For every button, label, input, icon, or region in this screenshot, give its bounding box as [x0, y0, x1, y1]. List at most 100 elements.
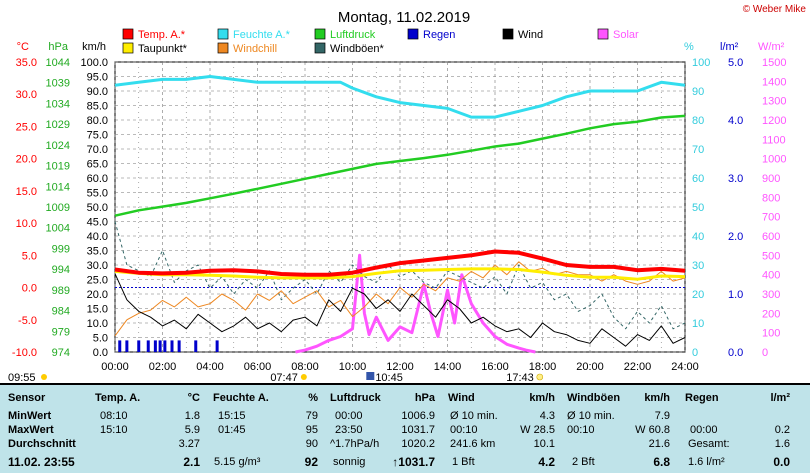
rain-bar [153, 340, 157, 352]
temp-tick-label: -5.0 [18, 315, 37, 327]
plot-area [114, 75, 686, 354]
min-gust-time: Ø 10 min. [567, 410, 615, 422]
legend-swatch [122, 42, 134, 54]
hdr-gust-unit: km/h [644, 392, 670, 404]
max-temp-time: 15:10 [100, 424, 128, 436]
pressure-unit: hPa [48, 41, 68, 53]
series-windchill [114, 261, 686, 337]
now-forecast: sonnig [333, 456, 366, 468]
wind-tick-label: 95.0 [87, 72, 108, 84]
wind-tick-label: 25.0 [87, 275, 108, 287]
hdr-press-unit: hPa [414, 392, 435, 404]
legend-label: Solar [613, 29, 639, 41]
hdr-rain-unit: l/m² [770, 392, 790, 404]
min-label: MinWert [8, 410, 52, 422]
sun-marks: 09:55 07:47 10:45 17:43 [8, 372, 544, 383]
rain-tick-label: 1.0 [728, 289, 743, 301]
chart-svg: Montag, 11.02.2019 © Weber Mike 00:00 02:… [8, 4, 807, 383]
solar-tick-label: 400 [762, 270, 780, 282]
avg-press: 1020.2 [401, 438, 435, 450]
hdr-sensor: Sensor [8, 392, 46, 404]
x-tick-label: 20:00 [576, 361, 604, 373]
now-gust: 6.8 [653, 455, 670, 469]
copyright: © Weber Mike [743, 4, 807, 15]
legend-swatch [217, 42, 229, 54]
temp-tick-label: 25.0 [16, 121, 37, 133]
sunrise-time: 07:47 [270, 372, 298, 383]
solar-unit: W/m² [758, 41, 785, 53]
sunset-time: 17:43 [506, 372, 534, 383]
temp-tick-label: 0.0 [22, 283, 37, 295]
x-tick-label: 00:00 [101, 361, 129, 373]
humidity-tick-label: 60 [692, 173, 704, 185]
max-press: 1031.7 [401, 424, 435, 436]
series-feuchtea [114, 75, 686, 119]
series-taupunkt [114, 267, 686, 281]
legend-swatch [314, 42, 326, 54]
x-tick-label: 10:00 [339, 361, 367, 373]
legend-swatch [314, 28, 326, 40]
humidity-tick-label: 50 [692, 202, 704, 214]
humidity-tick-label: 0 [692, 347, 698, 359]
now-temp: 2.1 [183, 455, 200, 469]
wind-tick-label: 70.0 [87, 144, 108, 156]
legend-label: Windböen* [330, 43, 385, 55]
wind-tick-label: 5.0 [93, 333, 108, 345]
sunrise-icon [300, 374, 307, 380]
series-line [114, 249, 686, 277]
wind-tick-label: 10.0 [87, 318, 108, 330]
pressure-tick-label: 1014 [46, 181, 70, 193]
legend-label: Taupunkt* [138, 43, 188, 55]
rain-tick-label: 4.0 [728, 115, 743, 127]
legend: Temp. A.* Feuchte A.* Luftdruck Regen Wind So… [122, 28, 639, 55]
hdr-hum-unit: % [308, 392, 318, 404]
legend-label: Temp. A.* [138, 29, 186, 41]
wind-tick-label: 50.0 [87, 202, 108, 214]
avg-temp: 3.27 [178, 438, 200, 450]
max-hum-time: 01:45 [218, 424, 246, 436]
x-tick-label: 06:00 [244, 361, 272, 373]
avg-gust: 21.6 [648, 438, 670, 450]
now-abs-humidity: 5.15 g/m³ [214, 456, 261, 468]
solar-tick-label: 0 [762, 347, 768, 359]
humidity-unit: % [684, 41, 694, 53]
min-wind: 4.3 [539, 410, 555, 422]
avg-rain-label: Gesamt: [688, 438, 730, 450]
humidity-tick-label: 90 [692, 86, 704, 98]
day-start-time: 09:55 [8, 372, 36, 383]
series-line [114, 273, 686, 347]
axes: 00:00 02:00 04:00 06:00 08:00 10:00 12:00 14:00… [12, 41, 787, 373]
wind-unit: km/h [82, 41, 106, 53]
max-rain: 0.2 [774, 424, 790, 436]
temp-tick-label: 5.0 [22, 250, 37, 262]
x-tick-label: 04:00 [196, 361, 224, 373]
x-tick-label: 14:00 [434, 361, 462, 373]
rain-bar [158, 340, 162, 352]
now-wind-bft: 1 Bft [452, 456, 475, 468]
legend-swatch [597, 28, 609, 40]
series-line [114, 114, 686, 217]
wind-tick-label: 15.0 [87, 304, 108, 316]
pressure-tick-label: 1009 [46, 202, 70, 214]
pressure-tick-label: 999 [52, 243, 70, 255]
temp-tick-label: -10.0 [12, 347, 37, 359]
solar-tick-label: 600 [762, 231, 780, 243]
humidity-tick-label: 10 [692, 318, 704, 330]
series-solar [295, 253, 536, 354]
pressure-tick-label: 1019 [46, 161, 70, 173]
solar-tick-label: 1100 [762, 134, 786, 146]
legend-swatch [502, 28, 514, 40]
hdr-rain: Regen [685, 392, 719, 404]
stats-panel: Sensor Temp. A. °C Feuchte A. % Luftdruc… [0, 383, 810, 473]
max-label: MaxWert [8, 424, 54, 436]
pressure-tick-label: 984 [52, 306, 70, 318]
temp-tick-label: 20.0 [16, 154, 37, 166]
legend-label: Regen [423, 29, 455, 41]
max-gust-time: 00:10 [567, 424, 595, 436]
solar-tick-label: 900 [762, 173, 780, 185]
wind-tick-label: 45.0 [87, 217, 108, 229]
max-wind: W 28.5 [520, 424, 555, 436]
series-line [114, 75, 686, 119]
rain-bar [177, 340, 181, 352]
solar-tick-label: 200 [762, 308, 780, 320]
